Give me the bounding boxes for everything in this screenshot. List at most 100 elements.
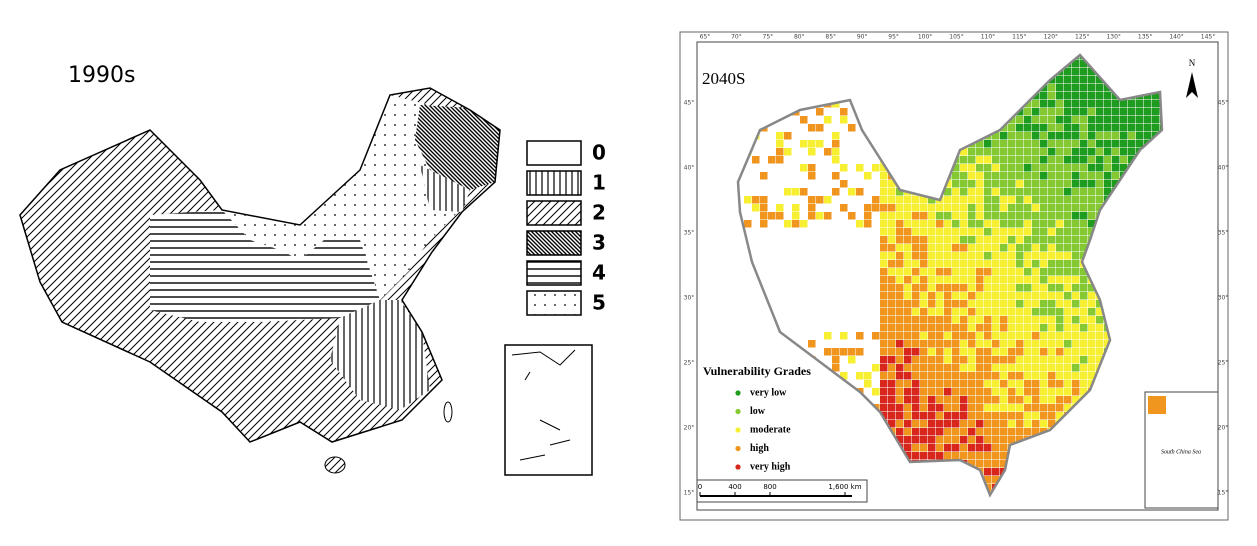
inset-box <box>504 344 593 476</box>
grid-cell <box>888 276 896 284</box>
grid-cell <box>976 180 984 188</box>
latitude-label: 25° <box>1218 360 1229 367</box>
grid-cell <box>912 236 920 244</box>
grid-cell <box>1080 228 1088 236</box>
grid-cell <box>968 380 976 388</box>
grid-cell <box>1056 332 1064 340</box>
grid-cell <box>992 228 1000 236</box>
grid-cell <box>1016 204 1024 212</box>
grid-cell <box>1016 404 1024 412</box>
grid-cell <box>984 444 992 452</box>
grid-cell <box>944 428 952 436</box>
grid-cell <box>976 364 984 372</box>
grid-cell <box>1016 332 1024 340</box>
longitude-label: 80° <box>794 34 805 41</box>
grid-cell <box>1072 188 1080 196</box>
grid-cell <box>1016 420 1024 428</box>
grid-cell <box>1048 228 1056 236</box>
grid-cell <box>1024 164 1032 172</box>
grid-cell <box>952 180 960 188</box>
grid-cell <box>808 124 816 132</box>
grid-cell <box>1032 404 1040 412</box>
grid-cell <box>904 348 912 356</box>
grid-cell <box>1088 212 1096 220</box>
grid-cell <box>984 284 992 292</box>
grid-cell <box>1104 116 1112 124</box>
grid-cell <box>880 276 888 284</box>
grid-cell <box>976 196 984 204</box>
grid-cell <box>880 340 888 348</box>
grid-cell <box>1072 100 1080 108</box>
grid-cell <box>1072 268 1080 276</box>
grid-cell <box>1016 364 1024 372</box>
grid-cell <box>960 396 968 404</box>
grid-cell <box>880 364 888 372</box>
grid-cell <box>1056 348 1064 356</box>
grid-cell <box>968 340 976 348</box>
grid-cell <box>1024 228 1032 236</box>
grid-cell <box>1088 308 1096 316</box>
graticule-labels: 65° 70° 75° 80° 85° 90° 95° 100° 105° 110° 115° 120… <box>684 34 1229 497</box>
grid-cell <box>968 212 976 220</box>
grid-cell <box>1000 372 1008 380</box>
grid-cell <box>904 332 912 340</box>
grid-cell <box>1056 316 1064 324</box>
grid-cell <box>960 172 968 180</box>
grid-cell <box>936 268 944 276</box>
longitude-label: 135° <box>1138 34 1152 41</box>
grid-cell <box>928 244 936 252</box>
grid-cell <box>912 436 920 444</box>
grid-cell <box>1080 76 1088 84</box>
grid-cell <box>888 236 896 244</box>
grid-cell <box>880 268 888 276</box>
grid-cell <box>976 284 984 292</box>
grid-cell <box>952 204 960 212</box>
grid-cell <box>888 188 896 196</box>
grid-cell <box>1048 92 1056 100</box>
grid-cell <box>1024 236 1032 244</box>
grid-cell <box>1072 132 1080 140</box>
grid-cell <box>992 388 1000 396</box>
grid-cell <box>1048 100 1056 108</box>
grid-cell <box>928 396 936 404</box>
grid-cell <box>888 420 896 428</box>
grid-cell <box>992 404 1000 412</box>
grid-cell <box>1064 332 1072 340</box>
grid-cell <box>936 284 944 292</box>
grid-cell <box>1064 356 1072 364</box>
grid-cell <box>1072 148 1080 156</box>
grid-cell <box>976 316 984 324</box>
grid-cell <box>1096 196 1104 204</box>
grid-cell <box>1032 140 1040 148</box>
legend-label: very high <box>750 461 791 472</box>
legend-label: very low <box>750 387 787 398</box>
grid-cell <box>992 132 1000 140</box>
grid-cell <box>1080 180 1088 188</box>
grid-cell <box>952 300 960 308</box>
grid-cell <box>968 236 976 244</box>
grid-cell <box>1016 188 1024 196</box>
grid-cell <box>1016 308 1024 316</box>
legend-dot <box>735 464 741 470</box>
grid-cell <box>976 148 984 156</box>
grid-cell <box>1120 156 1128 164</box>
grid-cell <box>1080 92 1088 100</box>
grid-cell <box>1072 260 1080 268</box>
grid-cell <box>1064 132 1072 140</box>
latitude-label: 45° <box>684 100 695 107</box>
latitude-label: 15° <box>684 490 695 497</box>
grid-cell <box>1000 332 1008 340</box>
grid-cell <box>992 212 1000 220</box>
grid-cell <box>944 316 952 324</box>
grid-cell <box>1056 244 1064 252</box>
grid-cell <box>1048 372 1056 380</box>
grid-cell <box>1064 228 1072 236</box>
grid-cell <box>992 220 1000 228</box>
grid-cell <box>1064 340 1072 348</box>
grid-cell <box>832 356 840 364</box>
grid-cell <box>1072 324 1080 332</box>
grid-cell <box>1048 316 1056 324</box>
grid-cell <box>768 156 776 164</box>
grid-cell <box>1008 324 1016 332</box>
